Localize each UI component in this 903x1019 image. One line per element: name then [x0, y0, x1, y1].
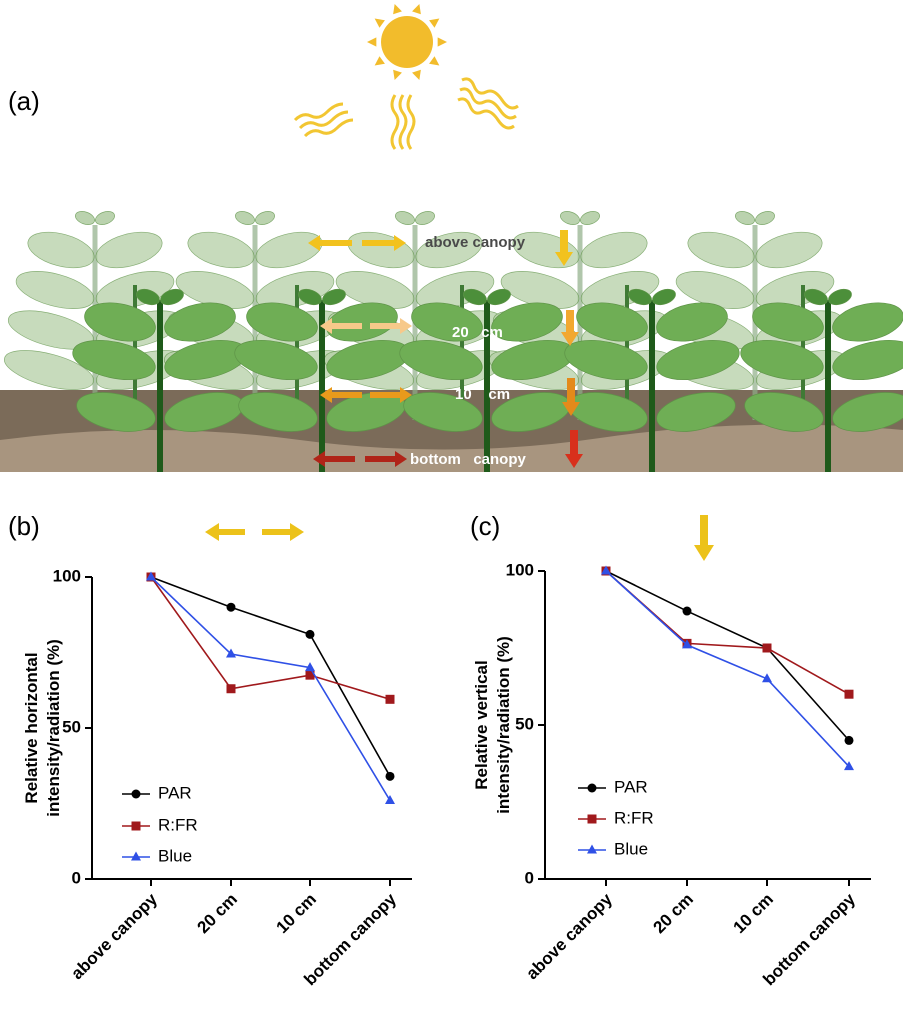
marker: [588, 784, 597, 793]
canopy-label: above canopy: [425, 234, 526, 251]
legend-label: Blue: [158, 846, 192, 865]
leaf: [577, 226, 651, 275]
marker: [132, 790, 141, 799]
leaf: [234, 209, 257, 227]
x-tick-label: above canopy: [522, 889, 616, 983]
legend-label: PAR: [614, 777, 648, 796]
y-axis-label-line: Relative horizontal: [22, 652, 41, 803]
marker: [227, 603, 236, 612]
marker: [588, 815, 597, 824]
leaf: [559, 209, 582, 227]
marker: [385, 795, 395, 804]
leaf: [254, 209, 277, 227]
leaf: [579, 209, 602, 227]
sun-ray: [375, 18, 385, 27]
y-tick-label: 0: [525, 868, 534, 887]
series-line: [606, 571, 849, 740]
sun-ray: [429, 56, 439, 65]
x-tick-label: 10 cm: [729, 890, 777, 938]
series-line: [151, 577, 390, 776]
canopy-label: 10 cm: [455, 386, 510, 403]
leaf: [94, 209, 117, 227]
marker: [306, 630, 315, 639]
sun-ray: [393, 70, 402, 80]
y-tick-label: 100: [53, 566, 81, 585]
legend-label: Blue: [614, 839, 648, 858]
figure: (a) above canopy 20 cm 10 cm bottom cano…: [0, 0, 903, 1019]
sun-ray: [375, 56, 385, 65]
series-line: [151, 577, 390, 699]
x-tick-label: 20 cm: [649, 890, 697, 938]
leaf: [92, 226, 166, 275]
y-tick-label: 50: [62, 717, 81, 736]
canopy-label: 20 cm: [452, 324, 503, 341]
marker: [132, 822, 141, 831]
leaf: [754, 209, 777, 227]
canopy-label: bottom canopy: [410, 451, 526, 468]
legend-label: R:FR: [614, 808, 654, 827]
leaf: [74, 209, 97, 227]
marker: [386, 772, 395, 781]
sun-ray: [412, 70, 421, 80]
sun-ray: [367, 37, 376, 46]
leaf: [184, 226, 258, 275]
illustration: (a) above canopy 20 cm 10 cm bottom cano…: [0, 4, 903, 472]
marker: [131, 852, 141, 861]
vertical-arrow: [694, 515, 714, 561]
y-tick-label: 0: [72, 868, 81, 887]
leaf: [252, 226, 326, 275]
sun: [295, 4, 518, 149]
y-tick-label: 50: [515, 714, 534, 733]
marker: [386, 695, 395, 704]
leaf: [752, 226, 826, 275]
horizontal-arrow: [205, 523, 304, 541]
sun-ray: [438, 37, 447, 46]
panel-label: (b): [8, 511, 40, 541]
y-axis-label-line: intensity/radiation (%): [44, 639, 63, 817]
panel-label: (a): [8, 86, 40, 116]
sun-ray: [393, 4, 402, 14]
marker: [227, 684, 236, 693]
marker: [587, 845, 597, 854]
x-tick-label: 20 cm: [193, 890, 241, 938]
marker: [845, 736, 854, 745]
leaf: [829, 334, 903, 387]
leaf: [394, 209, 417, 227]
leaf: [344, 226, 418, 275]
x-tick-label: above canopy: [67, 889, 161, 983]
legend-label: PAR: [158, 783, 192, 802]
sun-ray: [429, 18, 439, 27]
leaf: [684, 226, 758, 275]
marker: [845, 690, 854, 699]
y-tick-label: 100: [506, 560, 534, 579]
leaf: [24, 226, 98, 275]
x-tick-label: 10 cm: [272, 890, 320, 938]
panel-label: (c): [470, 511, 500, 541]
leaf: [414, 209, 437, 227]
marker: [763, 644, 772, 653]
sun-ray: [412, 4, 421, 14]
legend-label: R:FR: [158, 815, 198, 834]
leaf: [734, 209, 757, 227]
series-line: [606, 571, 849, 767]
marker: [683, 607, 692, 616]
y-axis-label-line: Relative vertical: [472, 660, 491, 789]
leaf: [12, 264, 98, 316]
y-axis-label-line: intensity/radiation (%): [494, 636, 513, 814]
